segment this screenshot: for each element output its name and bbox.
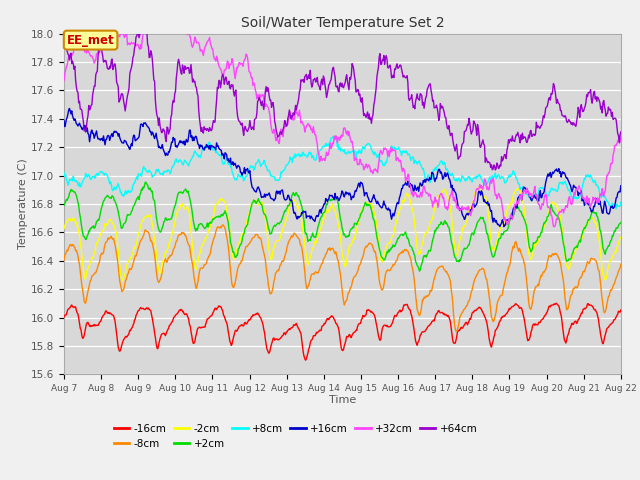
Title: Soil/Water Temperature Set 2: Soil/Water Temperature Set 2 (241, 16, 444, 30)
Text: EE_met: EE_met (67, 34, 115, 47)
Legend: -16cm, -8cm, -2cm, +2cm, +8cm, +16cm, +32cm, +64cm: -16cm, -8cm, -2cm, +2cm, +8cm, +16cm, +3… (114, 424, 477, 449)
X-axis label: Time: Time (329, 395, 356, 405)
Y-axis label: Temperature (C): Temperature (C) (19, 158, 28, 250)
